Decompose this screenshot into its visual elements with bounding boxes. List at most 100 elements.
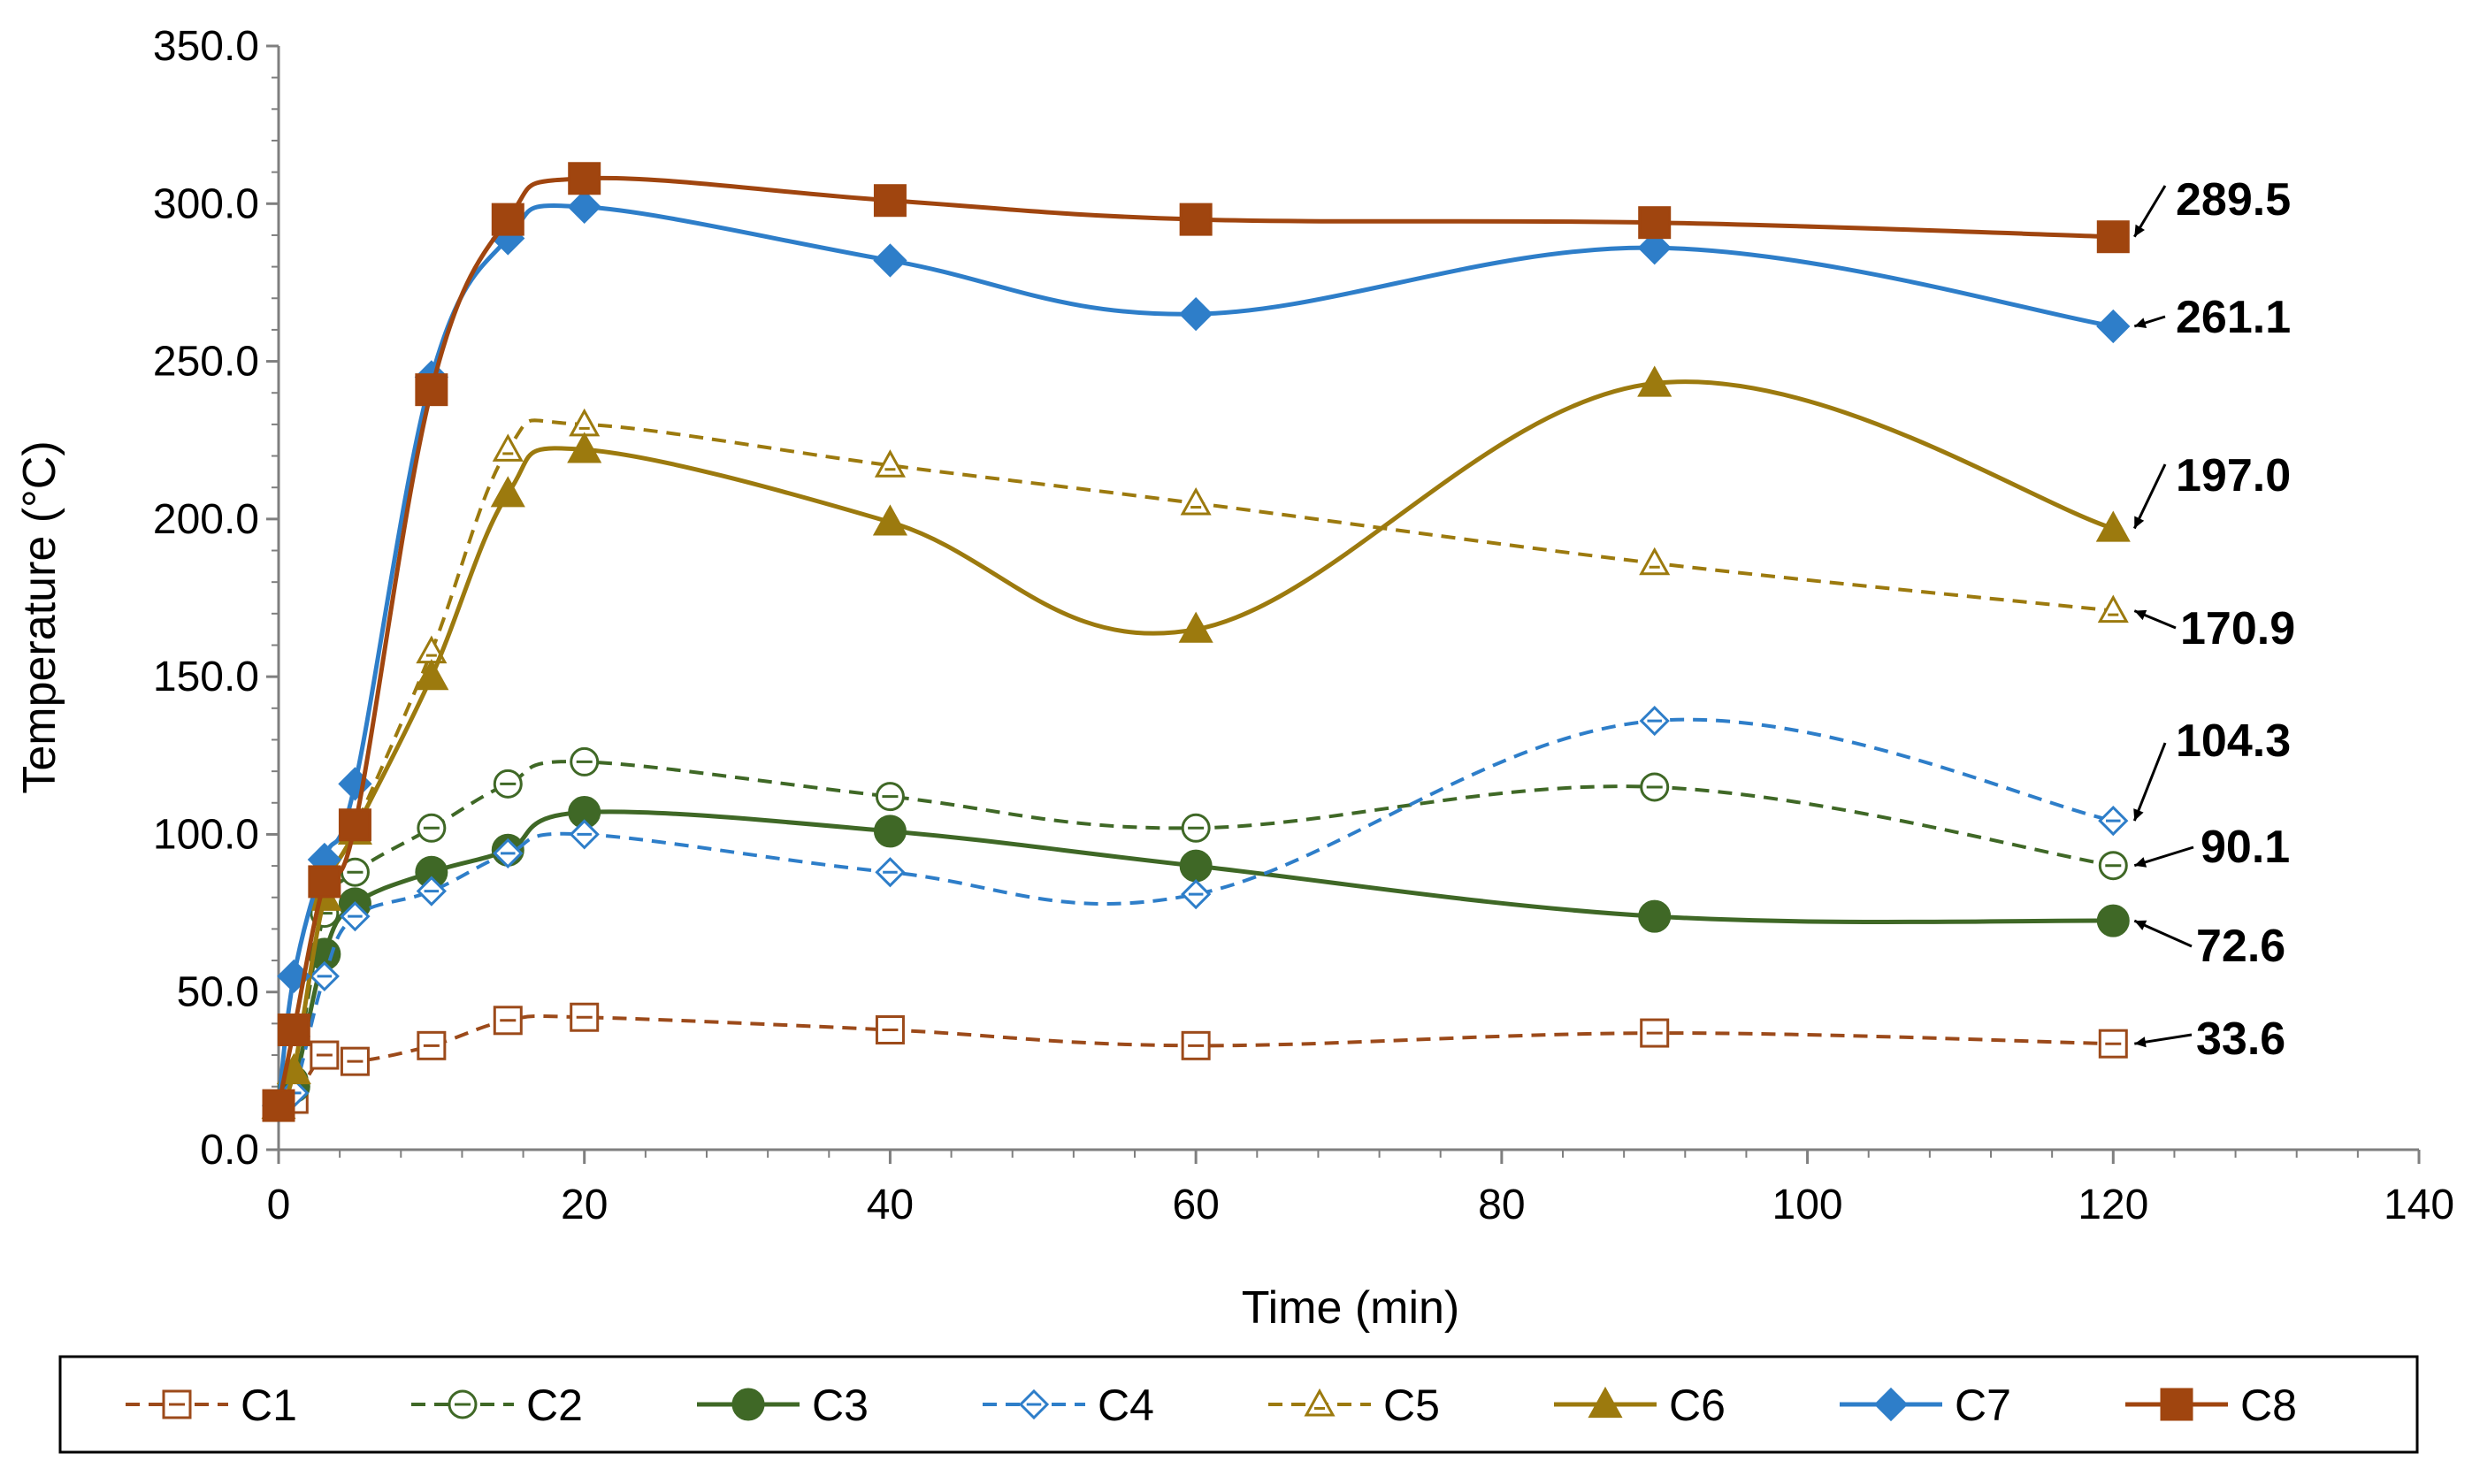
data-point-c8 [1638,206,1672,240]
legend-marker [1588,1386,1623,1419]
series-line-c4 [277,717,2114,1109]
data-point-c1 [1640,1018,1670,1048]
callout-label: 170.9 [2180,603,2295,654]
series-c5 [263,408,2129,1118]
series-c8 [262,162,2130,1122]
callout-label: 104.3 [2176,715,2291,767]
legend-marker [2160,1388,2193,1421]
legend-item-c3: C3 [697,1381,869,1430]
callout-arrowhead [2134,516,2145,529]
data-point-c5 [492,433,524,462]
callout-leader [2132,463,2167,530]
data-point-c8 [568,162,601,195]
callout-label: 261.1 [2176,292,2291,343]
series-line-c7 [276,203,2114,1106]
data-point-c8 [338,808,371,842]
legend-marker [1304,1388,1336,1417]
data-point-c7 [2096,309,2131,344]
callout-label: 72.6 [2196,921,2285,972]
x-tick-label: 120 [2078,1182,2148,1228]
data-point-c8 [277,1014,310,1047]
legend-item-c7: C7 [1840,1381,2011,1430]
data-point-c3 [1638,899,1672,933]
data-point-c5 [1639,547,1671,576]
data-point-c7 [567,189,601,224]
legend-label: C6 [1669,1381,1726,1430]
data-point-c8 [1179,203,1213,236]
legend-label: C4 [1098,1381,1154,1430]
callout-leader [2132,742,2167,822]
axes: 0.0 50.0 100.0 150.0 200.0 250.0 300.0 350.0 0 20… [153,23,2454,1228]
data-point-c5 [1180,486,1212,516]
callout-c5: 170.9 [2133,603,2295,654]
series-c2 [264,746,2128,1121]
callout-label: 90.1 [2201,822,2290,873]
callout-c2: 90.1 [2133,822,2290,873]
series-c4 [263,705,2129,1121]
legend-item-c6: C6 [1554,1381,1726,1430]
callout-c4: 104.3 [2132,715,2291,822]
legend-label: C7 [1955,1381,2011,1430]
callout-arrowhead [2134,609,2147,621]
callout-arrowhead [2134,920,2147,930]
x-tick-label: 40 [867,1182,914,1228]
y-tick-label: 50.0 [177,969,259,1016]
series-c1 [264,1002,2128,1121]
callout-c1: 33.6 [2134,1014,2285,1065]
data-point-c7 [873,243,907,278]
y-tick-label: 0.0 [200,1127,259,1174]
y-tick-label: 250.0 [153,339,259,386]
y-tick-label: 100.0 [153,811,259,858]
data-point-c5 [2097,594,2129,623]
callout-arrowhead [2133,808,2144,822]
data-point-c7 [1637,231,1672,265]
callout-c6: 197.0 [2132,450,2291,530]
data-point-c7 [1179,296,1213,332]
legend-label: C3 [812,1381,869,1430]
callout-label: 197.0 [2176,450,2291,501]
legend-marker [731,1388,765,1421]
data-point-c1 [1181,1030,1211,1060]
data-point-c6 [490,476,525,508]
series-line-c1 [278,1014,2114,1108]
callout-c8: 289.5 [2133,174,2291,238]
data-point-c8 [415,373,448,407]
data-point-c8 [308,865,341,899]
data-point-c6 [567,432,602,463]
legend: C1 C2 C3 C4 C5 C6 C7 C8 [58,1355,2419,1454]
data-point-c3 [2096,904,2130,937]
data-point-c3 [1179,849,1213,883]
data-point-c8 [2096,220,2130,254]
x-tick-label: 0 [267,1182,291,1228]
data-point-c6 [2095,510,2131,542]
data-point-c8 [262,1089,295,1122]
y-tick-label: 350.0 [153,23,259,70]
callout-arrowhead [2134,1037,2147,1048]
annotations: 289.5 261.1 197.0 170.9 104.3 90.1 72.6 33.6 [2132,174,2295,1065]
x-axis-title: Time (min) [1242,1282,1460,1334]
legend-marker [1873,1387,1909,1422]
data-point-c5 [874,449,906,478]
legend-item-c5: C5 [1268,1381,1440,1430]
callout-c7: 261.1 [2133,292,2291,343]
series-c6 [261,365,2131,1120]
y-axis-title: Temperature (°C) [14,440,65,793]
series-c3 [262,795,2130,1122]
callout-label: 289.5 [2176,174,2291,226]
legend-item-c8: C8 [2125,1381,2297,1430]
data-point-c1 [570,1002,600,1032]
x-tick-label: 80 [1478,1182,1525,1228]
x-tick-label: 60 [1172,1182,1219,1228]
data-point-c6 [1637,365,1672,397]
callout-c3: 72.6 [2133,919,2285,972]
data-point-c6 [872,504,907,536]
callout-arrowhead [2134,224,2146,237]
data-point-c8 [491,203,524,236]
x-tick-label: 100 [1772,1182,1843,1228]
series-c7 [261,189,2131,1123]
x-tick-label: 140 [2384,1182,2454,1228]
legend-label: C5 [1383,1381,1440,1430]
data-point-c1 [2098,1029,2128,1059]
data-point-c6 [414,659,449,691]
